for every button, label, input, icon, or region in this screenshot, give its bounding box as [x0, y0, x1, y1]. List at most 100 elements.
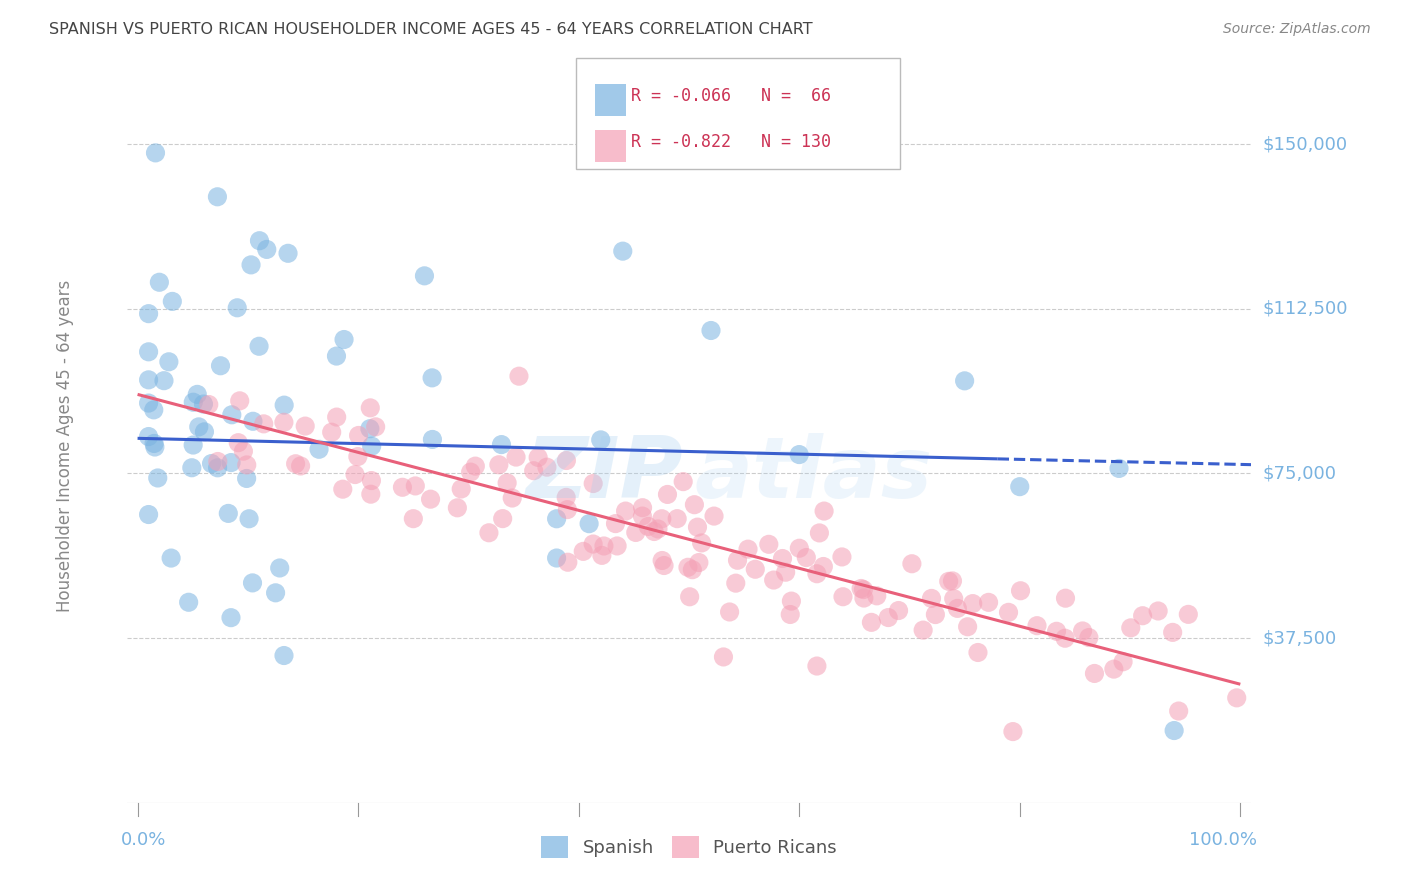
Point	[492, 511, 515, 525]
Point	[1054, 591, 1077, 606]
Point	[744, 562, 766, 576]
Point	[505, 450, 527, 464]
Point	[676, 560, 699, 574]
Point	[460, 465, 482, 479]
Point	[238, 512, 260, 526]
Point	[946, 601, 969, 615]
Point	[402, 511, 425, 525]
Point	[197, 397, 219, 411]
Text: R = -0.822   N = 130: R = -0.822 N = 130	[631, 134, 831, 152]
Point	[157, 355, 180, 369]
Point	[1147, 604, 1170, 618]
Point	[249, 234, 271, 248]
Point	[942, 591, 965, 606]
Point	[546, 512, 568, 526]
Point	[207, 460, 229, 475]
Point	[572, 544, 595, 558]
Point	[637, 519, 659, 533]
Point	[679, 590, 702, 604]
Point	[737, 542, 759, 557]
Point	[360, 474, 382, 488]
Point	[143, 440, 166, 454]
Point	[724, 576, 747, 591]
Point	[1163, 723, 1185, 738]
Point	[413, 268, 436, 283]
Point	[527, 450, 550, 465]
Point	[887, 603, 910, 617]
Point	[1008, 480, 1031, 494]
Point	[832, 590, 855, 604]
Point	[404, 479, 426, 493]
Point	[347, 450, 370, 464]
Point	[631, 509, 654, 524]
Point	[138, 508, 160, 522]
Point	[901, 557, 924, 571]
Point	[612, 244, 634, 259]
Point	[1083, 666, 1105, 681]
Text: 0.0%: 0.0%	[121, 831, 166, 849]
Point	[672, 475, 695, 489]
Point	[391, 480, 413, 494]
Point	[142, 402, 165, 417]
Point	[651, 512, 673, 526]
Point	[852, 582, 875, 597]
Point	[953, 374, 976, 388]
Point	[145, 145, 167, 160]
Point	[1226, 690, 1249, 705]
Text: ZIP: ZIP	[526, 433, 683, 516]
Point	[419, 492, 441, 507]
Point	[643, 524, 665, 539]
Point	[555, 453, 578, 467]
Point	[775, 565, 797, 579]
Point	[962, 597, 984, 611]
Text: Source: ZipAtlas.com: Source: ZipAtlas.com	[1223, 22, 1371, 37]
Point	[578, 516, 600, 531]
Point	[1132, 608, 1154, 623]
Point	[138, 373, 160, 387]
Point	[779, 607, 801, 622]
Point	[290, 458, 312, 473]
Point	[273, 415, 295, 429]
Point	[273, 398, 295, 412]
Point	[813, 559, 835, 574]
Point	[232, 444, 254, 458]
Point	[606, 539, 628, 553]
Text: 100.0%: 100.0%	[1189, 831, 1257, 849]
Point	[877, 610, 900, 624]
Point	[207, 454, 229, 468]
Point	[1026, 618, 1049, 632]
Point	[138, 429, 160, 443]
Point	[582, 476, 605, 491]
Point	[762, 573, 785, 587]
Point	[488, 458, 510, 472]
Point	[1167, 704, 1189, 718]
Point	[247, 339, 270, 353]
Point	[523, 464, 546, 478]
Point	[207, 190, 229, 204]
Point	[332, 482, 354, 496]
Point	[333, 333, 356, 347]
Point	[941, 574, 963, 588]
Point	[794, 550, 817, 565]
Point	[450, 482, 472, 496]
Point	[652, 558, 675, 573]
Point	[718, 605, 741, 619]
Point	[1077, 631, 1099, 645]
Point	[143, 436, 166, 450]
Point	[806, 659, 828, 673]
Point	[226, 301, 249, 315]
Point	[422, 433, 444, 447]
Point	[557, 502, 579, 516]
Point	[589, 433, 612, 447]
Point	[360, 487, 382, 501]
Point	[555, 491, 578, 505]
Point	[1177, 607, 1199, 622]
Point	[187, 420, 209, 434]
Point	[690, 536, 713, 550]
Point	[614, 504, 637, 518]
Point	[605, 516, 627, 531]
Point	[808, 525, 831, 540]
Point	[478, 525, 501, 540]
Point	[852, 591, 875, 605]
Point	[1045, 624, 1067, 639]
